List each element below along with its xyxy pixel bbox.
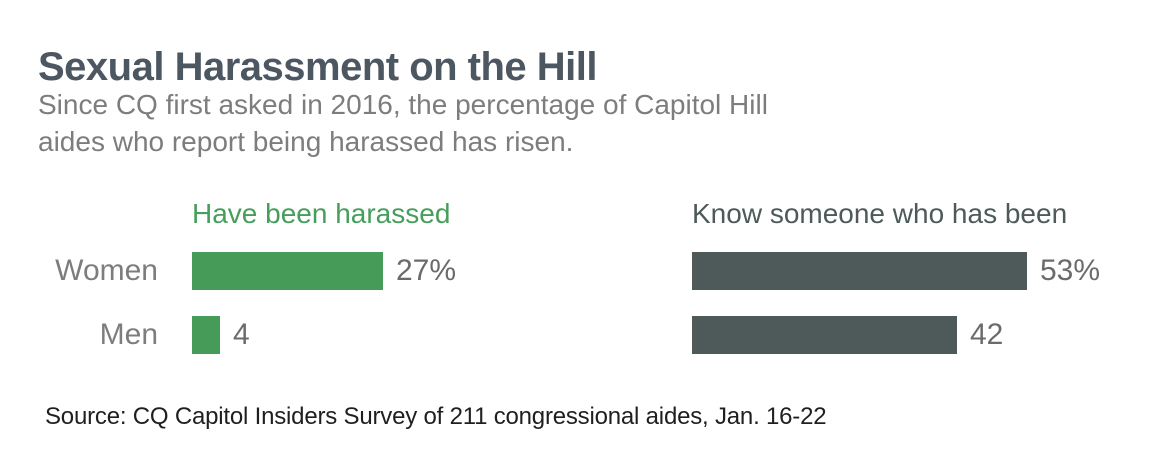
page-title: Sexual Harassment on the Hill — [38, 44, 598, 89]
category-labels: Women Men — [0, 252, 158, 380]
panel-know-someone: Know someone who has been 53% 42 — [692, 197, 1100, 380]
bar-row-men-harassed: 4 — [192, 316, 456, 354]
bar-row-men-know-someone: 42 — [692, 316, 1100, 354]
source-note: Source: CQ Capitol Insiders Survey of 21… — [45, 403, 827, 430]
bar-row-women-know-someone: 53% — [692, 252, 1100, 290]
chart-subtitle-line1: Since CQ first asked in 2016, the percen… — [38, 89, 768, 120]
panel-header-know-someone: Know someone who has been — [692, 198, 1068, 229]
chart-subtitle-line2: aides who report being harassed has rise… — [38, 126, 574, 157]
bar-value-men-know-someone: 42 — [970, 318, 1004, 351]
panel-have-been-harassed: Have been harassed 27% 4 — [192, 197, 456, 380]
bar-value-women-harassed: 27% — [396, 254, 457, 287]
bar-value-women-know-someone: 53% — [1040, 254, 1101, 287]
bar-men-know-someone — [692, 316, 957, 354]
bar-women-know-someone — [692, 252, 1027, 290]
bar-women-harassed — [192, 252, 383, 290]
chart-subtitle: Since CQ first asked in 2016, the percen… — [38, 86, 768, 160]
bar-value-men-harassed: 4 — [233, 318, 250, 351]
bar-row-women-harassed: 27% — [192, 252, 456, 290]
category-label-women: Women — [55, 254, 158, 287]
bar-men-harassed — [192, 316, 220, 354]
panel-header-have-been-harassed: Have been harassed — [192, 198, 451, 229]
category-label-men: Men — [99, 318, 158, 351]
